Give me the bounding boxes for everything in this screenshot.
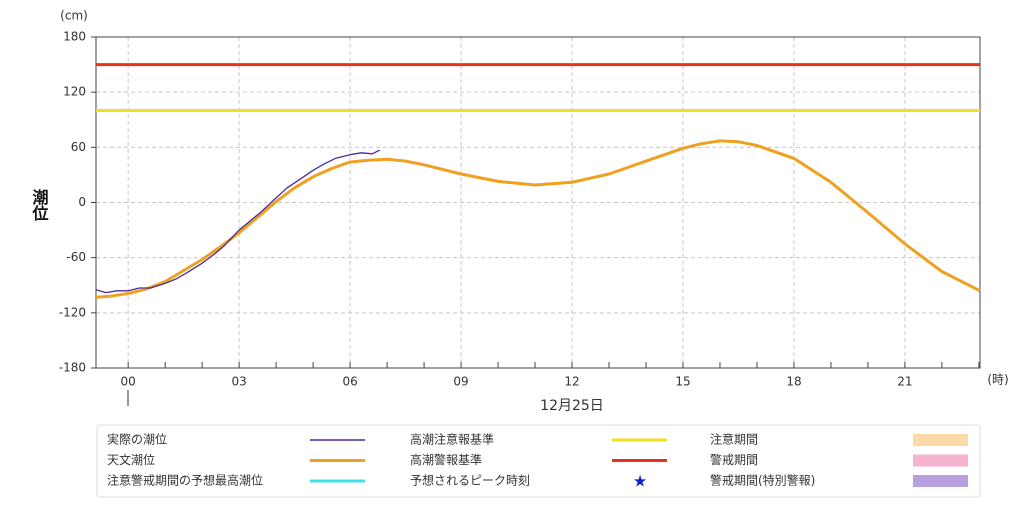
x-tick-label: 21 (897, 375, 912, 389)
x-tick-label: 06 (342, 375, 357, 389)
y-axis-label: 潮位 (30, 188, 50, 222)
x-tick-label: 00 (121, 375, 136, 389)
legend-label: 実際の潮位 (107, 432, 167, 447)
legend-box (96, 424, 981, 498)
legend-star: ★ (633, 472, 647, 491)
y-tick-label: -60 (66, 250, 86, 264)
legend-label: 注意期間 (710, 433, 758, 447)
plot-frame (95, 36, 981, 369)
x-tick-label: 15 (675, 375, 690, 389)
legend-swatch (913, 475, 968, 487)
series-line (95, 149, 380, 294)
legend-label: 警戒期間 (710, 452, 758, 467)
x-tick-label: 12 (564, 375, 579, 389)
x-tick-label: 09 (453, 375, 468, 389)
x-tick-label: 03 (232, 375, 247, 389)
y-unit: (cm) (60, 9, 88, 23)
legend-swatch (913, 434, 968, 446)
y-tick-label: 120 (63, 85, 86, 99)
x-tick-label: 18 (786, 375, 801, 389)
date-label: 12月25日 (540, 398, 604, 414)
x-unit: (時) (987, 373, 1008, 387)
legend-swatch (913, 454, 968, 467)
y-tick-label: 180 (63, 30, 86, 44)
y-tick-label: 0 (78, 195, 86, 209)
legend-label: 高潮注意報基準 (410, 432, 494, 447)
y-tick-label: -180 (59, 361, 86, 375)
legend-label: 警戒期間(特別警報) (710, 473, 815, 488)
y-tick-label: 60 (71, 140, 86, 154)
series-line (95, 139, 981, 299)
y-tick-label: -120 (59, 305, 86, 319)
legend-label: 天文潮位 (107, 452, 155, 467)
legend-label: 注意警戒期間の予想最高潮位 (107, 473, 263, 488)
legend-label: 高潮警報基準 (410, 452, 482, 467)
legend-label: 予想されるピーク時刻 (410, 473, 530, 488)
